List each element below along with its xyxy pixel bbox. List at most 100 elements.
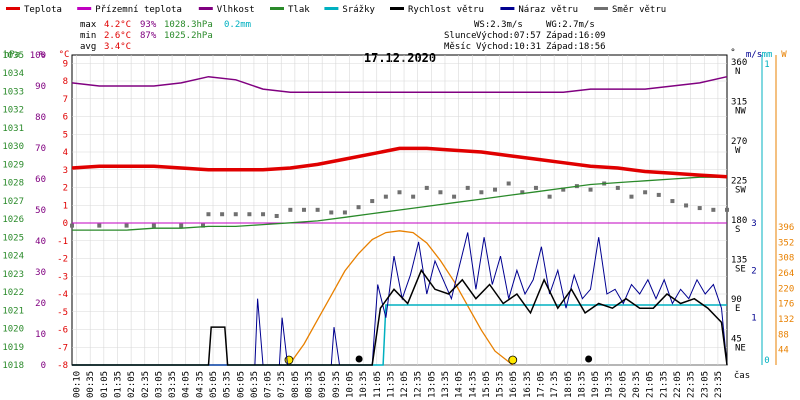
stat-avg-label: avg — [80, 42, 96, 52]
stat-sun-label: Slunce — [444, 31, 477, 41]
tick-time-32: 16:05 — [509, 371, 519, 398]
tick-time-35: 17:35 — [550, 371, 560, 398]
tick-c-11: -2 — [57, 255, 68, 265]
wind-dir-point-3 — [151, 223, 156, 228]
tick-time-40: 20:05 — [618, 371, 628, 398]
wind-dir-point-28 — [506, 181, 511, 186]
tick-hpa-9: 1026 — [2, 215, 24, 225]
wind-dir-point-6 — [206, 212, 211, 217]
wind-dir-point-13 — [301, 207, 306, 212]
stat-moon-label: Měsíc — [444, 42, 471, 52]
tick-time-33: 16:35 — [523, 371, 533, 398]
wind-dir-point-8 — [233, 212, 238, 217]
tick-dir-2: W — [735, 146, 741, 156]
tick-time-5: 02:35 — [141, 371, 151, 398]
tick-c-7: 2 — [63, 184, 68, 194]
tick-time-2: 01:05 — [100, 371, 110, 398]
tick-time-25: 12:35 — [414, 371, 424, 398]
tick-hpa-12: 1023 — [2, 270, 24, 280]
sunrise-marker — [284, 355, 294, 365]
wind-dir-point-2 — [124, 223, 129, 228]
wind-dir-point-16 — [342, 210, 347, 215]
tick-w-7: 88 — [778, 330, 789, 340]
wind-dir-point-14 — [315, 207, 320, 212]
wind-dir-point-23 — [438, 190, 443, 195]
tick-deg-2: 270 — [731, 137, 747, 147]
tick-pct-1: 90 — [35, 82, 46, 92]
tick-pct-10: 0 — [41, 361, 46, 371]
tick-hpa-11: 1024 — [2, 252, 24, 262]
grid — [71, 54, 728, 366]
wind-dir-point-9 — [247, 212, 252, 217]
wind-dir-point-37 — [629, 194, 634, 199]
tick-w-5: 176 — [778, 300, 794, 310]
tick-time-45: 22:35 — [687, 371, 697, 398]
wind-dir-point-41 — [684, 203, 689, 208]
tick-pct-2: 80 — [35, 113, 46, 123]
tick-dir-0: N — [735, 67, 740, 77]
tick-c-1: 8 — [63, 77, 68, 87]
wind-dir-point-25 — [465, 185, 470, 190]
wind-dir-point-32 — [561, 187, 566, 192]
legend-swatch-3 — [270, 7, 284, 10]
legend-label-7: Směr větru — [612, 5, 666, 15]
tick-time-12: 06:05 — [236, 371, 246, 398]
tick-hpa-13: 1022 — [2, 288, 24, 298]
tick-hpa-10: 1025 — [2, 233, 24, 243]
sunset-marker — [508, 355, 518, 365]
wind-dir-point-17 — [356, 205, 361, 210]
wind-dir-point-40 — [670, 199, 675, 204]
series-temperature — [71, 146, 728, 179]
tick-c-13: -4 — [57, 290, 68, 300]
tick-deg-3: 225 — [731, 177, 747, 187]
moonset-marker — [585, 355, 593, 363]
legend-label-0: Teplota — [24, 5, 62, 15]
wind-dir-point-5 — [201, 223, 205, 228]
series-wind-speed — [72, 268, 728, 366]
tick-c-14: -5 — [57, 308, 68, 318]
tick-time-44: 22:05 — [673, 371, 683, 398]
tick-time-10: 05:05 — [209, 371, 219, 398]
tick-c-10: -1 — [57, 237, 68, 247]
tick-dir-6: E — [735, 304, 740, 314]
tick-time-30: 15:05 — [482, 371, 492, 398]
stat-min-hum: 87% — [140, 31, 157, 41]
legend-label-2: Vlhkost — [217, 5, 255, 15]
wind-dir-point-36 — [615, 185, 620, 190]
tick-pct-5: 50 — [35, 206, 46, 216]
wind-dir-point-15 — [329, 210, 334, 215]
tick-time-24: 12:05 — [400, 371, 410, 398]
axis-ms-label: m/s — [746, 50, 762, 60]
tick-time-14: 07:05 — [264, 371, 274, 398]
tick-pct-7: 30 — [35, 268, 46, 278]
wind-dir-point-12 — [288, 207, 293, 212]
stat-sun-rise: Východ:07:57 — [476, 31, 541, 41]
plot-area — [70, 75, 729, 366]
axis-hpa-label: hPa — [4, 50, 20, 60]
tick-time-19: 09:35 — [332, 371, 342, 398]
wind-dir-point-43 — [711, 207, 716, 212]
tick-deg-7: 45 — [731, 335, 742, 345]
wind-dir-point-24 — [452, 194, 457, 199]
tick-labels: 1035103410331032103110301029102810271026… — [2, 51, 794, 398]
tick-w-3: 264 — [778, 269, 794, 279]
tick-time-20: 10:05 — [345, 371, 355, 398]
tick-time-22: 11:05 — [373, 371, 383, 398]
legend-swatch-0 — [6, 7, 20, 10]
tick-time-3: 01:35 — [113, 371, 123, 398]
tick-hpa-8: 1027 — [2, 197, 24, 207]
tick-hpa-15: 1020 — [2, 325, 24, 335]
tick-time-7: 03:35 — [168, 371, 178, 398]
series-sun — [288, 230, 514, 366]
tick-dir-5: SE — [735, 265, 746, 275]
tick-time-15: 07:35 — [277, 371, 287, 398]
wind-dir-point-10 — [261, 212, 266, 217]
stat-wg: WG:2.7m/s — [546, 20, 595, 30]
tick-time-28: 14:05 — [455, 371, 465, 398]
tick-time-9: 04:35 — [195, 371, 205, 398]
axis-c-label: °C — [59, 50, 70, 60]
tick-hpa-6: 1029 — [2, 160, 24, 170]
axis-deg-label: ° — [730, 48, 735, 58]
tick-ms-2: 1 — [751, 314, 756, 324]
